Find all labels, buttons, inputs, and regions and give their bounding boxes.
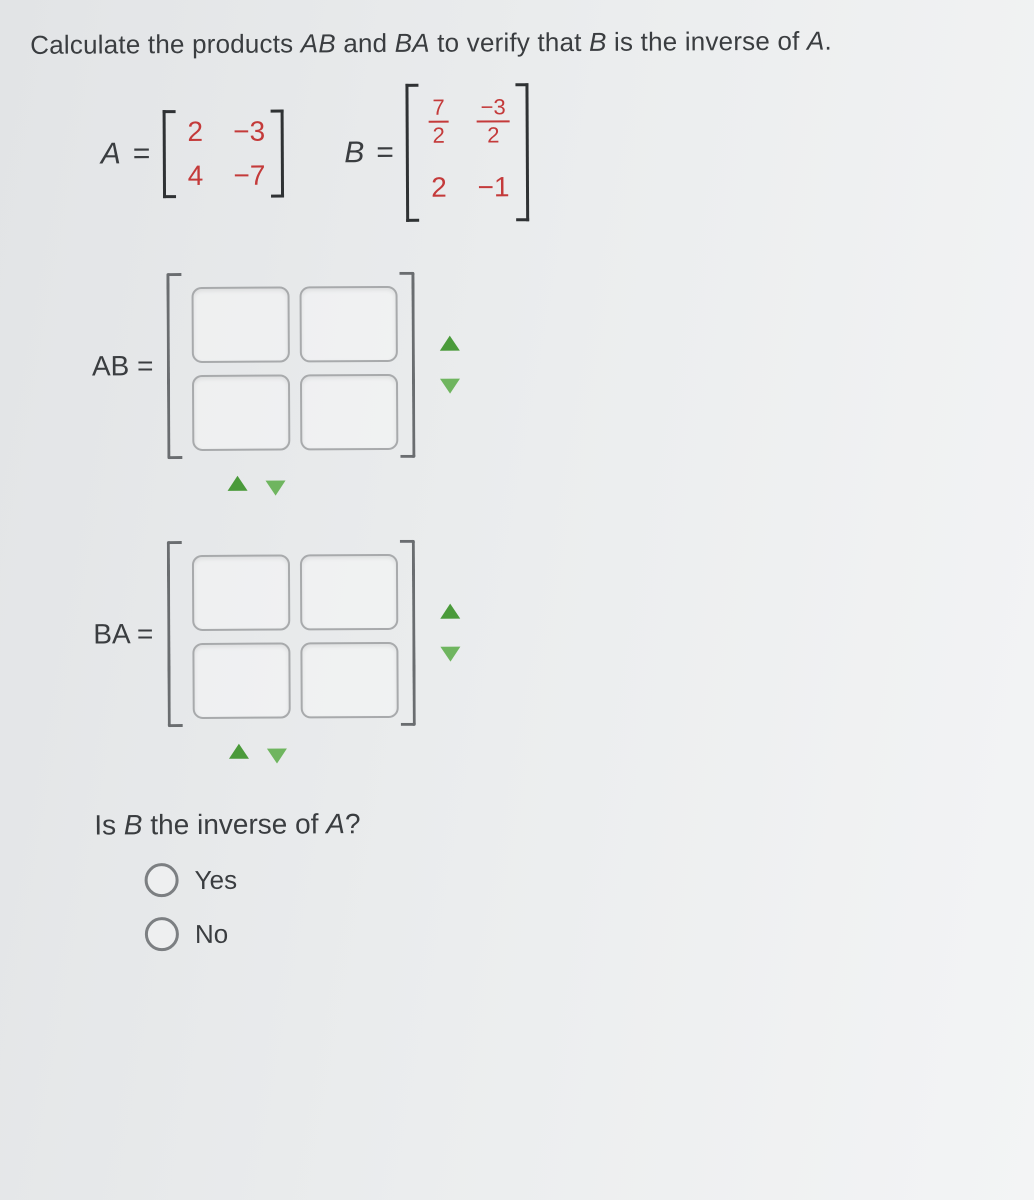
matrix-a-eq: = xyxy=(133,137,151,171)
ba-cell-01-input[interactable] xyxy=(300,554,398,631)
ba-input-matrix xyxy=(167,540,416,727)
a-cell-11: −7 xyxy=(233,160,265,192)
b-cell-01-den: 2 xyxy=(483,124,503,146)
b-cell-00-num: 7 xyxy=(428,97,448,119)
prompt-avar: A xyxy=(807,26,825,56)
a-cell-10: 4 xyxy=(181,160,209,192)
b-cell-00-den: 2 xyxy=(429,125,449,147)
matrix-a-cells: 2 −3 4 −7 xyxy=(175,110,271,199)
prompt-text: Calculate the products AB and BA to veri… xyxy=(30,25,1004,61)
remove-row-icon[interactable] xyxy=(262,738,292,768)
inverse-question: Is B the inverse of A? Yes No xyxy=(94,805,1009,952)
prompt-end: . xyxy=(824,26,832,56)
add-column-icon[interactable] xyxy=(435,599,465,629)
bracket-left xyxy=(167,541,183,727)
ab-cell-10-input[interactable] xyxy=(192,374,290,451)
matrix-b-bracket: 7 2 −3 2 2 −1 xyxy=(405,83,529,222)
ba-cell-00-input[interactable] xyxy=(192,554,290,631)
prompt-ab: AB xyxy=(301,28,336,58)
add-column-icon[interactable] xyxy=(435,331,465,361)
ab-col-arrows xyxy=(435,331,465,399)
b-cell-00: 7 2 xyxy=(425,90,453,147)
bracket-right xyxy=(271,110,284,198)
prompt-pre: Calculate the products xyxy=(30,28,301,59)
option-no-label: No xyxy=(195,918,228,949)
ba-cell-10-input[interactable] xyxy=(192,642,290,719)
ab-input-matrix xyxy=(167,272,416,459)
matrix-b-label: B xyxy=(344,136,364,170)
add-row-icon[interactable] xyxy=(224,739,254,769)
option-no-row[interactable]: No xyxy=(145,913,1009,952)
remove-column-icon[interactable] xyxy=(435,637,465,667)
a-cell-00: 2 xyxy=(181,116,209,148)
b-cell-01: −3 2 xyxy=(477,89,510,146)
bracket-right xyxy=(400,540,416,726)
ab-cell-01-input[interactable] xyxy=(300,286,398,363)
prompt-bvar: B xyxy=(589,27,607,57)
ba-label: BA = xyxy=(93,618,153,650)
b-cell-01-num: −3 xyxy=(477,96,510,118)
matrix-b-def: B = 7 2 −3 xyxy=(344,83,529,222)
ba-grid xyxy=(182,540,401,727)
ba-col-arrows xyxy=(435,599,465,667)
bracket-left xyxy=(162,110,175,198)
ab-label: AB = xyxy=(92,350,154,382)
matrix-b-cells: 7 2 −3 2 2 −1 xyxy=(418,83,516,222)
q-pre: Is xyxy=(94,809,124,840)
ab-answer-row: AB = xyxy=(91,269,1006,460)
matrix-definitions: A = 2 −3 4 −7 B = xyxy=(100,81,1005,224)
matrix-a-label: A xyxy=(101,137,121,171)
bracket-left xyxy=(405,84,419,222)
a-cell-01: −3 xyxy=(233,116,265,148)
add-row-icon[interactable] xyxy=(222,471,252,501)
prompt-mid: and xyxy=(336,28,395,58)
ab-cell-11-input[interactable] xyxy=(300,374,398,451)
prompt-ba: BA xyxy=(395,28,430,58)
option-yes-row[interactable]: Yes xyxy=(145,859,1009,898)
q-end: ? xyxy=(345,808,361,839)
ab-cell-00-input[interactable] xyxy=(192,286,290,363)
b-cell-10: 2 xyxy=(425,171,453,203)
radio-yes[interactable] xyxy=(145,863,179,897)
prompt-post1: to verify that xyxy=(430,27,589,58)
bracket-right xyxy=(516,83,530,221)
ab-grid xyxy=(182,272,401,459)
remove-row-icon[interactable] xyxy=(260,470,290,500)
ba-cell-11-input[interactable] xyxy=(300,642,398,719)
matrix-a-bracket: 2 −3 4 −7 xyxy=(162,110,284,199)
matrix-a-def: A = 2 −3 4 −7 xyxy=(101,110,285,199)
prompt-post2: is the inverse of xyxy=(607,26,807,57)
q-bvar: B xyxy=(124,809,143,840)
ab-row-arrows xyxy=(222,467,1006,501)
q-mid: the inverse of xyxy=(142,808,326,840)
remove-column-icon[interactable] xyxy=(435,369,465,399)
matrix-b-eq: = xyxy=(376,136,394,170)
question-text: Is B the inverse of A? xyxy=(94,805,1008,842)
q-avar: A xyxy=(326,808,345,839)
b-cell-11: −1 xyxy=(478,171,510,203)
option-yes-label: Yes xyxy=(195,864,238,895)
ba-row-arrows xyxy=(224,735,1008,769)
bracket-right xyxy=(400,272,416,458)
bracket-left xyxy=(167,273,183,459)
ba-answer-row: BA = xyxy=(93,537,1008,728)
radio-no[interactable] xyxy=(145,917,179,951)
